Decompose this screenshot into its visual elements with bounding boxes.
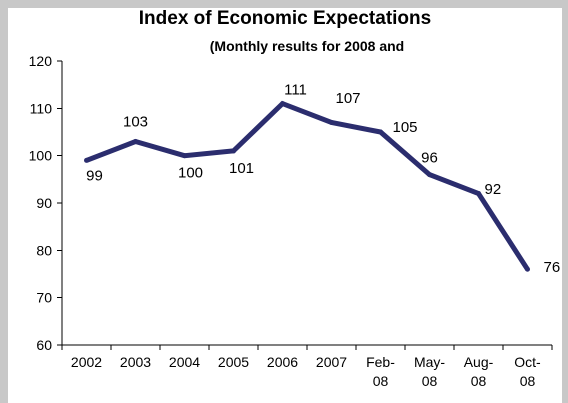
- x-tick-label-line: 2004: [169, 354, 200, 370]
- data-label: 111: [284, 82, 307, 99]
- data-point: [133, 138, 138, 144]
- y-tick-label: 80: [36, 242, 52, 258]
- y-tick-label: 60: [36, 337, 52, 353]
- x-tick-label: 2007: [316, 354, 347, 370]
- y-tick-label: 70: [36, 290, 52, 306]
- series-group: [84, 100, 530, 272]
- data-label: 99: [86, 167, 103, 184]
- x-tick-label-line: 2002: [71, 354, 102, 370]
- x-tick-label-line: May-: [414, 354, 445, 370]
- y-tick-label: 90: [36, 195, 52, 211]
- y-tick-label: 100: [29, 148, 53, 164]
- x-tick-label: 2002: [71, 354, 102, 370]
- data-point: [378, 129, 383, 135]
- data-point: [476, 191, 481, 197]
- y-axis-ticks: 60 70 80 90 100 110 120: [29, 53, 62, 353]
- x-tick-label: 2006: [267, 354, 298, 370]
- chart-subtitle: (Monthly results for 2008 and: [210, 38, 404, 54]
- data-label: 101: [229, 160, 254, 177]
- x-tick-label-line: 2007: [316, 354, 347, 370]
- data-point: [231, 148, 236, 154]
- x-tick-label: May- 08: [414, 354, 445, 389]
- x-tick-label: Aug- 08: [464, 354, 494, 389]
- x-tick-label-line: 2003: [120, 354, 151, 370]
- y-tick-label: 110: [30, 100, 53, 116]
- x-tick-label-line: Oct-: [514, 354, 541, 370]
- x-tick-label: 2004: [169, 354, 200, 370]
- data-point: [280, 101, 285, 107]
- data-label: 103: [123, 113, 148, 130]
- data-label: 92: [485, 181, 502, 198]
- x-tick-label-line: 08: [373, 373, 389, 389]
- data-label: 96: [421, 150, 438, 167]
- x-tick-label-line: 08: [471, 373, 487, 389]
- x-axis-ticks: 2002 2003 2004 2005 2006 2007 Feb-08May-08Aug-…: [61, 345, 553, 389]
- x-tick-label-line: 08: [422, 373, 438, 389]
- data-point: [329, 120, 334, 126]
- chart-title: Index of Economic Expectations: [139, 8, 431, 29]
- data-point: [525, 266, 530, 272]
- data-label: 107: [336, 90, 361, 107]
- x-tick-label: 2003: [120, 354, 151, 370]
- x-tick-label-line: 2005: [218, 354, 249, 370]
- x-tick-label-line: 08: [520, 373, 536, 389]
- x-tick-label: 2005: [218, 354, 249, 370]
- data-point: [182, 153, 187, 159]
- x-tick-label-line: Feb-: [366, 354, 395, 370]
- series-line: [85, 100, 530, 271]
- data-point: [84, 157, 89, 163]
- x-tick-label: Feb- 08: [366, 354, 395, 389]
- data-label: 76: [544, 259, 561, 276]
- chart-panel: [8, 8, 562, 403]
- data-label: 100: [178, 165, 203, 182]
- x-tick-label-line: 2006: [267, 354, 298, 370]
- data-label: 105: [393, 119, 418, 136]
- x-tick-label: Oct- 08: [514, 354, 541, 389]
- x-tick-label-line: Aug-: [464, 354, 494, 370]
- data-point: [427, 172, 432, 178]
- y-tick-label: 120: [29, 53, 53, 69]
